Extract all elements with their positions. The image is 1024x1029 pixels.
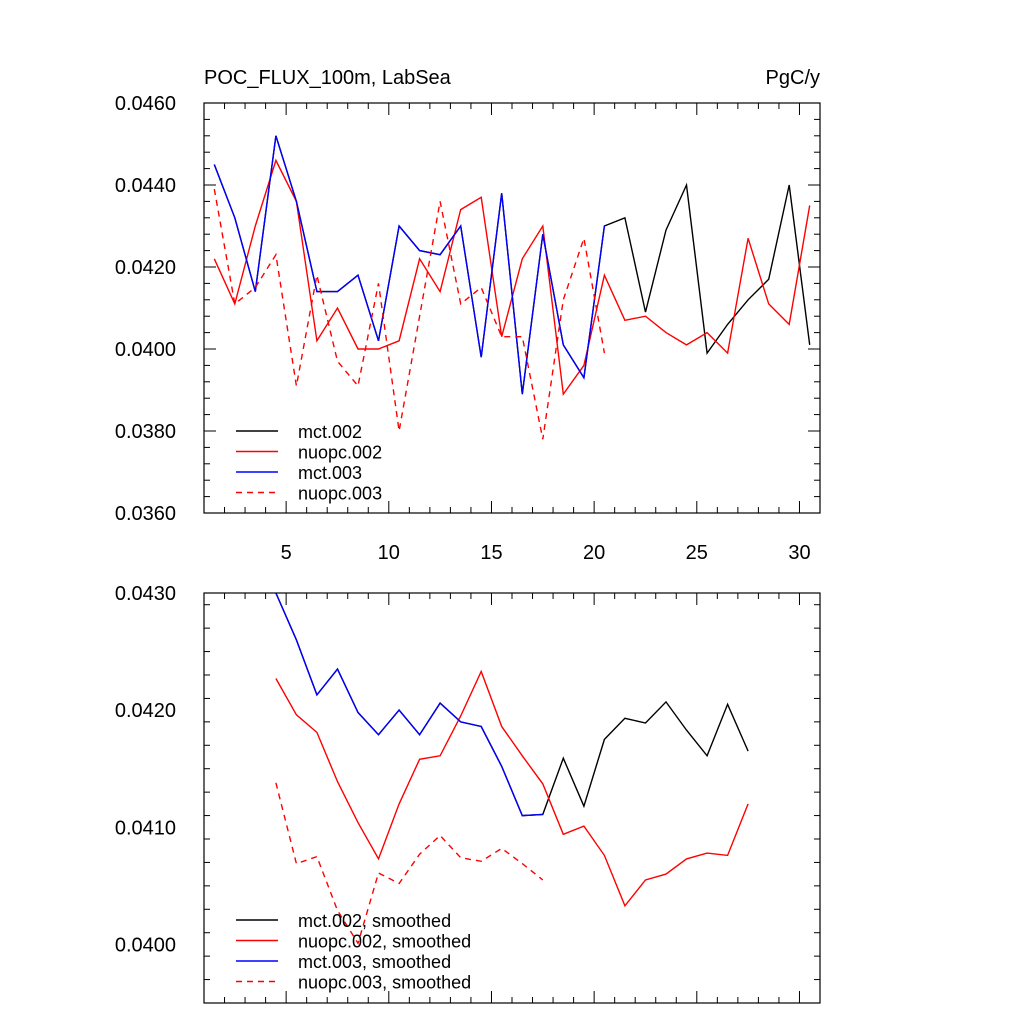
bottom-y-tick-label: 0.0430 <box>115 583 176 605</box>
top-y-tick-label: 0.0380 <box>115 421 176 443</box>
top-legend-label: mct.003 <box>298 463 362 483</box>
top-x-tick-label: 5 <box>281 542 292 564</box>
top-x-tick-label: 20 <box>583 542 605 564</box>
top-legend-label: mct.002 <box>298 422 362 442</box>
bottom-series-nuopc-003-smoothed <box>275 782 544 945</box>
top-y-tick-label: 0.0420 <box>115 257 176 279</box>
top-legend-label: nuopc.002 <box>298 443 382 463</box>
top-y-tick-label: 0.0400 <box>115 339 176 361</box>
top-panel-series <box>213 135 811 440</box>
top-panel-frame <box>203 102 821 514</box>
top-x-tick-label: 15 <box>480 542 502 564</box>
top-x-tick-label: 25 <box>686 542 708 564</box>
top-panel-tick-labels: 0.0360 0.0380 0.0400 0.0420 0.0440 0.0460 5 10 1… <box>115 93 811 564</box>
top-panel-title: POC_FLUX_100m, LabSea <box>204 67 452 89</box>
top-panel-units: PgC/y <box>766 67 820 89</box>
bottom-series-nuopc-002-smoothed <box>275 669 749 908</box>
top-y-tick-label: 0.0440 <box>115 175 176 197</box>
top-y-tick-label: 0.0460 <box>115 93 176 115</box>
bottom-series-mct-002-smoothed <box>275 592 749 817</box>
top-x-tick-label: 30 <box>788 542 810 564</box>
top-y-tick-label: 0.0360 <box>115 503 176 525</box>
bottom-legend-label: mct.003, smoothed <box>298 952 451 972</box>
bottom-legend-label: mct.002, smoothed <box>298 911 451 931</box>
bottom-panel-frame <box>203 592 821 1004</box>
top-series-nuopc-003 <box>213 188 606 440</box>
top-series-mct-002 <box>213 135 811 395</box>
bottom-panel-series <box>275 592 749 945</box>
top-legend-label: nuopc.003 <box>298 484 382 504</box>
bottom-panel-tick-labels: 0.0400 0.0410 0.0420 0.0430 <box>115 583 176 956</box>
bottom-legend-label: nuopc.003, smoothed <box>298 973 471 993</box>
top-x-tick-label: 10 <box>378 542 400 564</box>
top-series-nuopc-002 <box>213 158 811 396</box>
top-series-mct-003 <box>213 135 606 395</box>
top-panel-ticks <box>203 102 821 514</box>
bottom-y-tick-label: 0.0410 <box>115 817 176 839</box>
bottom-y-tick-label: 0.0420 <box>115 700 176 722</box>
bottom-legend-label: nuopc.002, smoothed <box>298 932 471 952</box>
top-panel: POC_FLUX_100m, LabSea PgC/y 0.0360 0.0380… <box>115 67 821 564</box>
bottom-y-tick-label: 0.0400 <box>115 934 176 956</box>
bottom-panel-ticks <box>203 593 821 1004</box>
bottom-series-mct-003-smoothed <box>275 592 543 817</box>
bottom-panel: 0.0400 0.0410 0.0420 0.0430 mct.002, smooth… <box>115 583 821 1004</box>
